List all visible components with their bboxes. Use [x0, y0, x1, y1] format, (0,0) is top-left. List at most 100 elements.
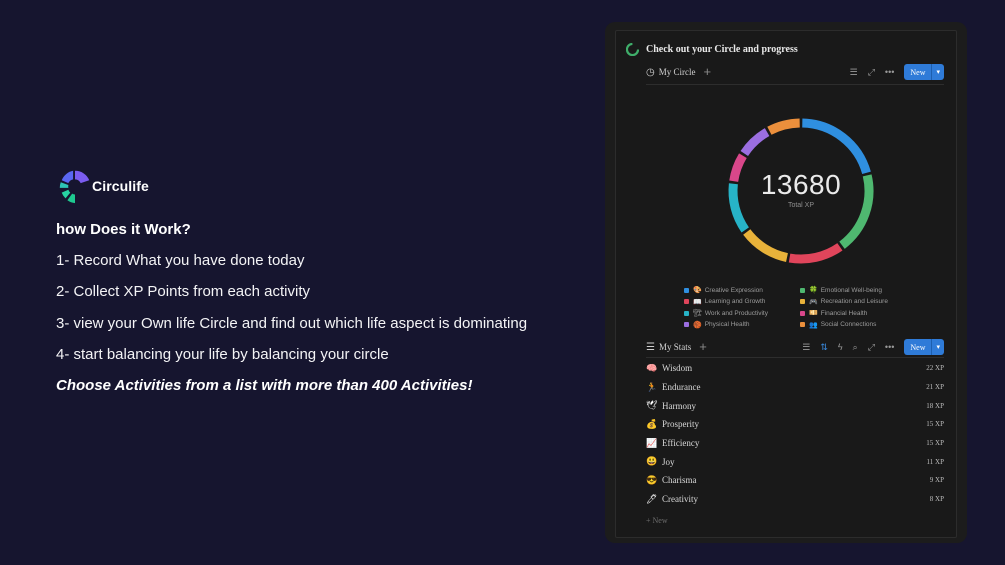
donut-segment: [729, 153, 747, 183]
legend-item: 🏗 Work and Productivity: [684, 309, 800, 318]
total-xp-label: Total XP: [787, 202, 815, 209]
plus-icon: +: [646, 516, 653, 525]
donut-segment: [740, 128, 770, 157]
xp-donut-chart: [728, 118, 874, 264]
stat-name: Harmony: [662, 400, 696, 411]
how-it-works-heading: how Does it Work?: [56, 221, 191, 238]
stat-xp: 22 XP: [926, 364, 944, 373]
donut-segment: [743, 229, 789, 262]
legend-label: Creative Expression: [704, 286, 763, 294]
stat-xp: 9 XP: [929, 476, 944, 485]
chevron-down-icon[interactable]: ▾: [931, 339, 944, 355]
filter-icon[interactable]: ☰: [849, 66, 858, 77]
legend-emoji-icon: 👥: [809, 321, 818, 329]
legend-swatch: [800, 322, 805, 328]
legend-swatch: [684, 287, 689, 293]
legend-item: 👥 Social Connections: [800, 321, 924, 330]
chart-legend: 🎨 Creative Expression 🍀 Emotional Well-bein…: [684, 286, 924, 329]
stat-row[interactable]: 😃 Joy 11 XP: [646, 452, 944, 471]
legend-emoji-icon: 🍀: [809, 287, 818, 295]
divider: [646, 357, 944, 358]
filter-icon[interactable]: ☰: [802, 341, 811, 352]
step-3: 3- view your Own life Circle and find ou…: [56, 315, 528, 332]
stat-xp: 15 XP: [926, 439, 944, 448]
stat-name: Joy: [662, 456, 675, 467]
sort-icon[interactable]: ⇅: [820, 341, 828, 352]
more-icon[interactable]: •••: [884, 67, 895, 77]
legend-item: 🎮 Recreation and Leisure: [800, 298, 924, 307]
legend-swatch: [800, 299, 805, 305]
donut-segment: [802, 118, 871, 175]
stat-xp: 15 XP: [926, 420, 944, 429]
legend-swatch: [684, 322, 689, 328]
stat-row[interactable]: 📈 Efficiency 15 XP: [646, 434, 944, 453]
donut-segment: [728, 183, 750, 233]
stat-name: Efficiency: [662, 438, 700, 449]
chevron-down-icon[interactable]: ▾: [931, 64, 944, 80]
stat-emoji-icon: 💰: [646, 418, 658, 429]
legend-label: Work and Productivity: [704, 309, 768, 317]
stat-name: Endurance: [662, 382, 701, 393]
stat-xp: 8 XP: [929, 495, 944, 504]
stat-row[interactable]: 💰 Prosperity 15 XP: [646, 415, 944, 434]
add-view-icon[interactable]: +: [703, 64, 712, 79]
step-1: 1- Record What you have done today: [56, 252, 305, 269]
stat-emoji-icon: 🕊: [646, 400, 658, 411]
tab-my-stats[interactable]: ☰ My Stats: [646, 342, 691, 353]
legend-item: 📖 Learning and Growth: [684, 298, 800, 307]
automation-icon[interactable]: ϟ: [837, 342, 843, 352]
tab-my-stats-label: My Stats: [658, 342, 692, 352]
expand-icon[interactable]: ⤢: [867, 341, 875, 352]
stat-emoji-icon: 📈: [646, 437, 658, 448]
stat-emoji-icon: 😎: [646, 474, 658, 485]
step-4: 4- start balancing your life by balancin…: [56, 346, 389, 363]
legend-label: Emotional Well-being: [820, 286, 883, 294]
stat-xp: 21 XP: [926, 383, 944, 392]
step-2: 2- Collect XP Points from each activity: [56, 283, 310, 300]
legend-item: 🍀 Emotional Well-being: [800, 286, 924, 295]
new-button-label: New: [910, 342, 926, 352]
new-button[interactable]: New ▾: [904, 339, 944, 355]
legend-emoji-icon: 🎨: [693, 287, 702, 295]
search-icon[interactable]: ⌕: [852, 341, 858, 352]
legend-label: Social Connections: [820, 321, 877, 329]
legend-emoji-icon: 💴: [809, 310, 818, 318]
stat-row[interactable]: 😎 Charisma 9 XP: [646, 471, 944, 490]
legend-emoji-icon: 📖: [693, 298, 702, 306]
legend-emoji-icon: 🎮: [809, 298, 818, 306]
stat-name: Creativity: [662, 494, 698, 505]
add-new-row-label: New: [652, 516, 668, 525]
more-icon[interactable]: •••: [884, 342, 895, 352]
stat-row[interactable]: 🏃 Endurance 21 XP: [646, 378, 944, 397]
divider: [646, 84, 944, 85]
legend-item: 🎨 Creative Expression: [684, 286, 800, 295]
legend-item: 🏀 Physical Health: [684, 321, 800, 330]
donut-segment: [788, 242, 843, 264]
add-new-row[interactable]: + New: [646, 516, 668, 525]
legend-label: Recreation and Leisure: [820, 298, 888, 306]
legend-label: Financial Health: [820, 309, 868, 317]
total-xp-value: 13680: [760, 169, 842, 200]
legend-item: 💴 Financial Health: [800, 309, 924, 318]
stat-row[interactable]: 🧠 Wisdom 22 XP: [646, 359, 944, 378]
expand-icon[interactable]: ⤢: [867, 66, 875, 77]
tab-my-circle[interactable]: ◷ My Circle: [646, 67, 695, 78]
stat-name: Wisdom: [662, 363, 693, 374]
clock-icon: ◷: [646, 66, 655, 78]
stats-view-toolbar: ☰ My Stats + ☰ ⇅ ϟ ⌕ ⤢ ••• New ▾: [646, 336, 944, 358]
pie-chart-icon: [626, 43, 639, 56]
notion-page: Check out your Circle and progress ◷ My …: [615, 30, 957, 538]
stat-row[interactable]: 🕊 Harmony 18 XP: [646, 396, 944, 415]
donut-segment: [767, 118, 800, 135]
list-icon: ☰: [646, 341, 655, 353]
stat-row[interactable]: 🖊 Creativity 8 XP: [646, 490, 944, 509]
new-button-label: New: [910, 67, 926, 77]
page-title: Check out your Circle and progress: [626, 43, 798, 56]
donut-segment: [839, 174, 874, 249]
app-preview-window: Check out your Circle and progress ◷ My …: [605, 22, 967, 543]
legend-swatch: [684, 310, 689, 316]
stat-emoji-icon: 🏃: [646, 381, 658, 392]
add-view-icon[interactable]: +: [699, 339, 707, 354]
stat-name: Charisma: [662, 475, 697, 486]
new-button[interactable]: New ▾: [904, 64, 944, 80]
